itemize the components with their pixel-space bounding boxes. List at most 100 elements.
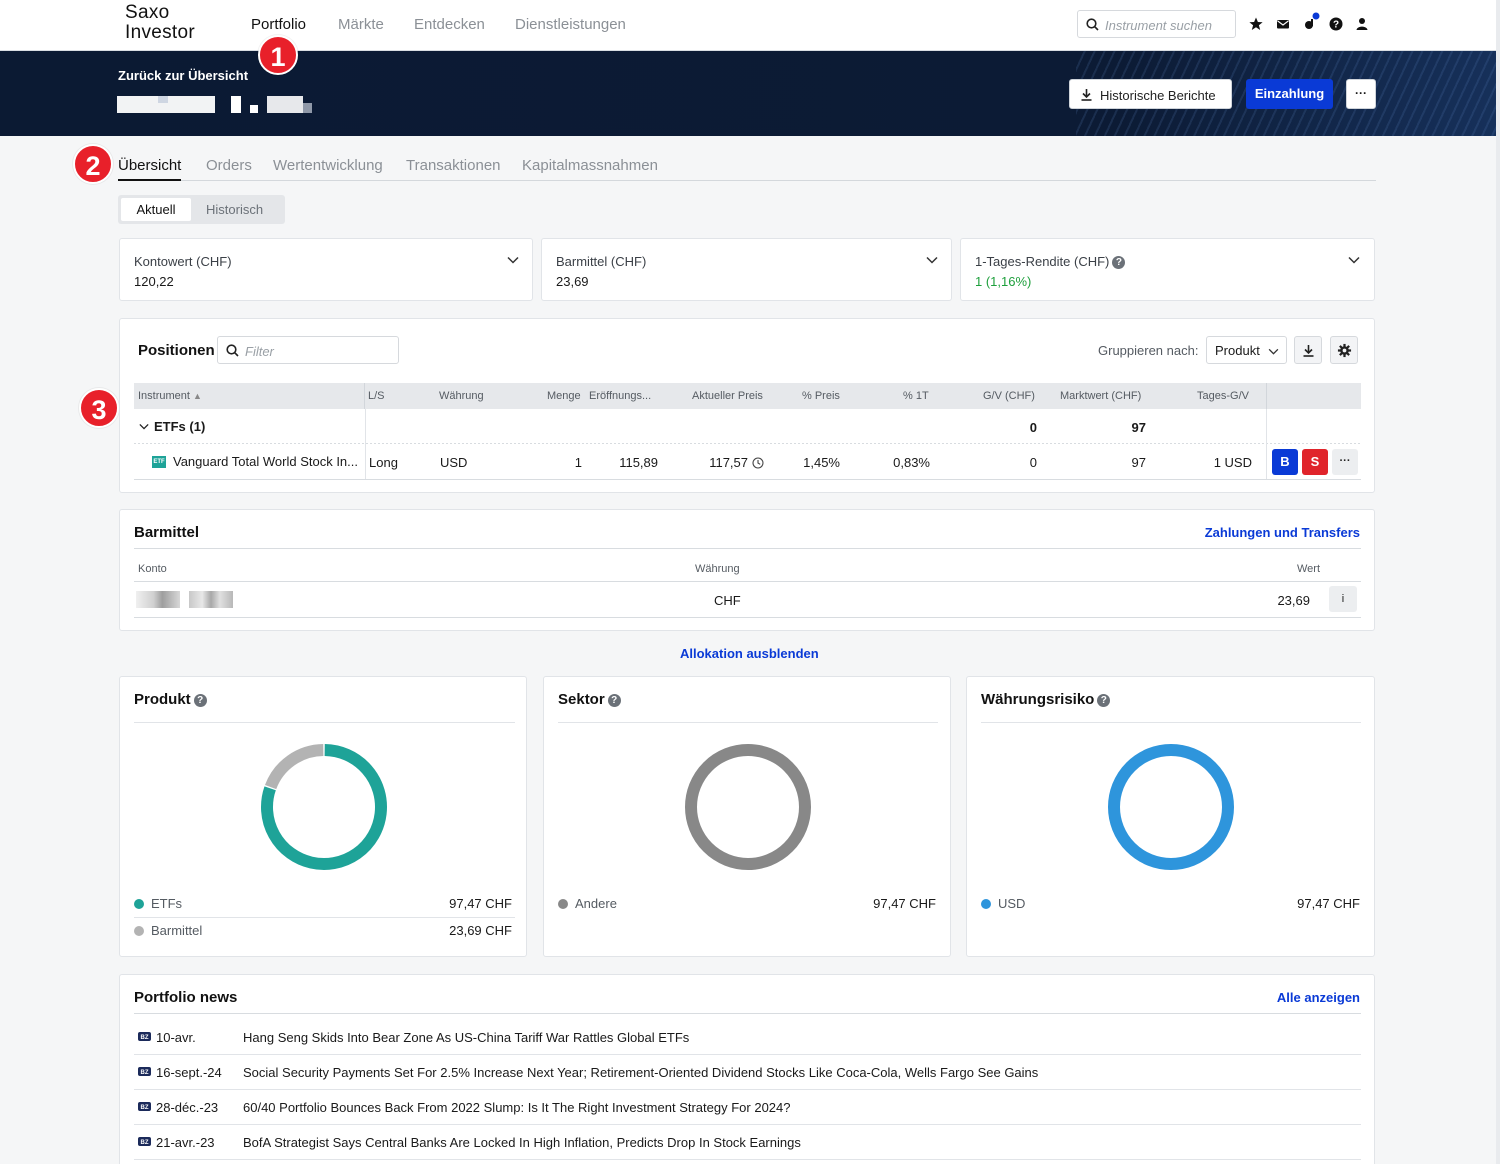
segment-historisch[interactable]: Historisch xyxy=(206,202,264,217)
positions-filter-input[interactable]: Filter xyxy=(217,336,399,364)
tab-orders[interactable]: Orders xyxy=(206,157,252,174)
group-by-label: Gruppieren nach: xyxy=(1098,343,1199,358)
cell-qty: 1 xyxy=(574,455,582,470)
instrument-name[interactable]: Vanguard Total World Stock In... xyxy=(173,454,358,469)
cell-current-price: 117,57 xyxy=(709,455,748,470)
cell-pct-price: 1,45% xyxy=(803,455,840,470)
row-more-button[interactable]: ··· xyxy=(1332,449,1358,475)
svg-text:BZ: BZ xyxy=(141,1105,149,1111)
back-to-overview-link[interactable]: Zurück zur Übersicht xyxy=(118,68,249,83)
group-by-select[interactable]: Produkt xyxy=(1206,336,1287,364)
svg-text:BZ: BZ xyxy=(141,1140,149,1146)
svg-text:BZ: BZ xyxy=(141,1035,149,1041)
buy-button[interactable]: B xyxy=(1272,449,1298,475)
legend-label-barmittel: Barmittel xyxy=(151,923,203,938)
cell-ls: Long xyxy=(369,455,398,470)
payments-transfers-link[interactable]: Zahlungen und Transfers xyxy=(1204,525,1360,540)
tab-wertentwicklung[interactable]: Wertentwicklung xyxy=(273,157,383,174)
col-ls[interactable]: L/S xyxy=(368,390,385,402)
donut-segment-etfs[interactable] xyxy=(261,744,387,870)
legend-label-etfs: ETFs xyxy=(151,896,183,911)
col-instrument[interactable]: Instrument ▲ xyxy=(138,390,202,402)
col-pct-1d[interactable]: % 1T xyxy=(903,390,929,402)
download-icon xyxy=(1081,89,1092,101)
tab-uebersicht[interactable]: Übersicht xyxy=(118,157,182,181)
chevron-down-icon[interactable] xyxy=(139,423,149,430)
cash-info-button[interactable]: i xyxy=(1329,586,1357,612)
col-market-value[interactable]: Marktwert (CHF) xyxy=(1060,390,1142,402)
news-item[interactable]: BZ 16-sept.-24 Social Security Payments … xyxy=(134,1055,1361,1090)
tab-kapitalmassnahmen[interactable]: Kapitalmassnahmen xyxy=(522,157,658,174)
instrument-search[interactable]: Instrument suchen xyxy=(1077,10,1236,38)
saxo-logo[interactable]: Saxo Investor xyxy=(125,2,195,43)
news-item[interactable]: BZ 28-déc.-23 60/40 Portfolio Bounces Ba… xyxy=(134,1090,1361,1125)
sector-donut-chart xyxy=(685,744,811,870)
kpi-barmittel[interactable]: Barmittel (CHF) 23,69 xyxy=(541,238,952,301)
nav-entdecken[interactable]: Entdecken xyxy=(414,16,485,33)
table-settings-button[interactable] xyxy=(1330,336,1358,364)
more-actions-button[interactable]: ··· xyxy=(1346,79,1376,109)
historical-reports-button[interactable]: Historische Berichte xyxy=(1069,79,1232,109)
legend-dot-barmittel xyxy=(134,926,144,936)
kpi-kontowert[interactable]: Kontowert (CHF) 120,22 xyxy=(119,238,533,301)
news-source-icon: BZ xyxy=(138,1067,151,1076)
col-open-price[interactable]: Eröffnungs... xyxy=(589,390,652,402)
news-item[interactable]: BZ 10-avr. Hang Seng Skids Into Bear Zon… xyxy=(134,1020,1361,1055)
product-donut-chart xyxy=(261,744,387,870)
kpi-value: 120,22 xyxy=(134,274,174,289)
allocation-card-currency: Währungsrisiko? USD 97,47 CHF xyxy=(966,676,1375,957)
deposit-button[interactable]: Einzahlung xyxy=(1246,79,1333,109)
kpi-tagesrendite[interactable]: 1-Tages-Rendite (CHF)? 1 (1,16%) xyxy=(960,238,1375,301)
mail-icon[interactable] xyxy=(1275,16,1291,32)
col-day-pl[interactable]: Tages-G/V xyxy=(1197,390,1249,402)
allocation-title: Sektor? xyxy=(558,691,621,708)
allocation-card-product: Produkt? ETFs 97,47 CHF Barmittel 23,69 … xyxy=(119,676,527,957)
col-quantity[interactable]: Menge xyxy=(547,390,581,402)
legend-value-barmittel: 23,69 CHF xyxy=(449,923,512,938)
help-icon[interactable]: ? xyxy=(607,694,621,707)
donut-segment-barmittel[interactable] xyxy=(264,744,324,790)
help-icon[interactable]: ? xyxy=(1112,256,1126,269)
export-button[interactable] xyxy=(1294,336,1322,364)
chevron-down-icon xyxy=(507,256,519,264)
help-icon[interactable]: ? xyxy=(1097,694,1111,707)
nav-portfolio[interactable]: Portfolio xyxy=(251,16,307,33)
help-icon[interactable]: ? xyxy=(1328,16,1344,32)
news-item[interactable]: BZ 21-avr.-23 BofA Strategist Says Centr… xyxy=(134,1125,1361,1160)
col-wert: Wert xyxy=(1297,563,1321,575)
nav-maerkte[interactable]: Märkte xyxy=(338,16,384,33)
currency-donut-chart xyxy=(1108,744,1234,870)
page-scrollbar[interactable] xyxy=(1496,0,1500,1164)
segment-aktuell[interactable]: Aktuell xyxy=(121,198,191,221)
col-pct-price[interactable]: % Preis xyxy=(802,390,840,402)
show-all-news-link[interactable]: Alle anzeigen xyxy=(1276,990,1360,1005)
etf-icon: ETF xyxy=(152,456,166,468)
allocation-toggle-link[interactable]: Allokation ausblenden xyxy=(680,646,819,661)
tab-transaktionen[interactable]: Transaktionen xyxy=(406,157,501,174)
cell-currency: USD xyxy=(440,455,468,470)
col-pl[interactable]: G/V (CHF) xyxy=(983,390,1035,402)
kpi-label: Kontowert (CHF) xyxy=(134,254,232,269)
legend-dot-usd xyxy=(981,899,991,909)
cash-title: Barmittel xyxy=(134,524,200,541)
cell-open-price: 115,89 xyxy=(619,455,658,470)
donut-segment-andere[interactable] xyxy=(685,744,811,870)
search-placeholder: Instrument suchen xyxy=(1105,18,1212,33)
nav-dienstleistungen[interactable]: Dienstleistungen xyxy=(515,16,626,33)
col-currency[interactable]: Währung xyxy=(439,390,484,402)
cash-card: Barmittel Zahlungen und Transfers Konto … xyxy=(119,509,1375,631)
news-title: Portfolio news xyxy=(134,989,238,1006)
star-icon[interactable] xyxy=(1248,16,1264,32)
user-icon[interactable] xyxy=(1354,16,1370,32)
cash-currency: CHF xyxy=(714,593,741,608)
news-source-icon: BZ xyxy=(138,1032,151,1041)
legend-value-usd: 97,47 CHF xyxy=(1297,896,1360,911)
download-icon xyxy=(1303,345,1314,357)
notifications-icon[interactable] xyxy=(1302,12,1322,32)
cell-day-pl: 1 USD xyxy=(1213,455,1252,470)
positions-title: Positionen xyxy=(138,342,215,359)
sell-button[interactable]: S xyxy=(1302,449,1328,475)
donut-segment-usd[interactable] xyxy=(1108,744,1234,870)
col-current-price[interactable]: Aktueller Preis xyxy=(692,390,763,402)
help-icon[interactable]: ? xyxy=(193,694,207,707)
